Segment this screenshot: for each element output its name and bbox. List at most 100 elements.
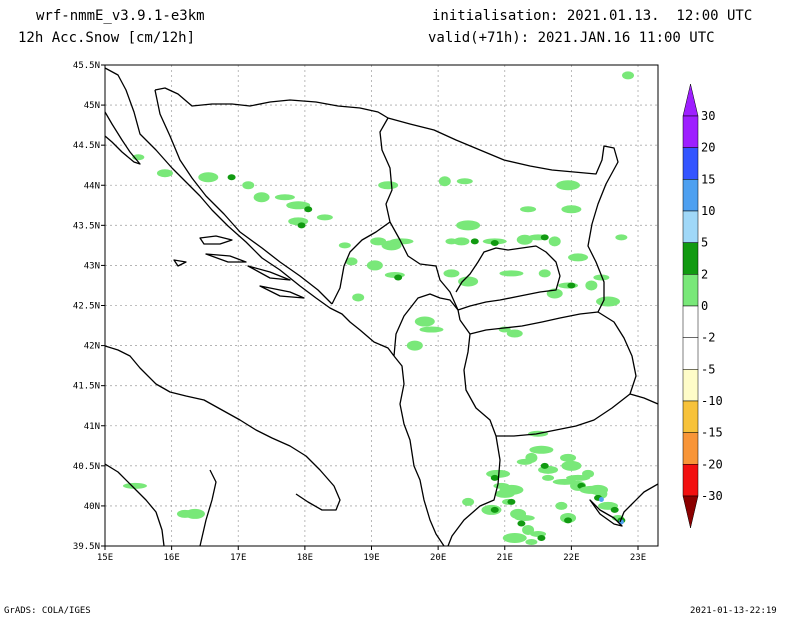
snow-patch-heavy <box>470 238 479 245</box>
lat-tick-label: 41N <box>84 422 100 432</box>
italy-coast-e <box>105 345 341 511</box>
croatia-coast <box>105 67 395 357</box>
field-name: 12h Acc.Snow [cm/12h] <box>18 30 196 46</box>
snow-patch-light <box>253 192 270 203</box>
snow-patch-light <box>156 169 173 178</box>
island-2 <box>173 259 187 267</box>
lon-tick-label: 19E <box>363 553 379 563</box>
lon-tick-label: 16E <box>163 553 179 563</box>
snow-patch-light <box>561 205 582 214</box>
snow-patch-light <box>338 242 351 249</box>
snow-patch-heavy <box>564 517 573 524</box>
colorbar-segment <box>682 337 699 370</box>
snow-patch-light <box>406 340 423 351</box>
lat-tick-label: 44.5N <box>73 141 100 151</box>
snow-patch-light <box>274 194 295 201</box>
lat-tick-label: 40.5N <box>73 462 100 472</box>
snow-patch-light <box>560 453 577 462</box>
colorbar-label: 2 <box>701 267 708 281</box>
island-4 <box>247 265 291 281</box>
snow-patch-light <box>198 172 219 183</box>
snow-patch-light <box>596 296 621 307</box>
coastlines-borders <box>105 67 658 546</box>
snow-patch-light <box>286 201 311 210</box>
snow-patch-very-heavy <box>598 497 604 503</box>
snow-patch-light <box>458 276 479 287</box>
serbia-bulgaria <box>387 117 619 313</box>
valid-time: valid(+71h): 2021.JAN.16 11:00 UTC <box>428 30 715 46</box>
snow-patch-light <box>622 71 635 80</box>
istria <box>105 111 141 165</box>
snow-patch-heavy <box>507 498 516 505</box>
island-5 <box>259 285 305 299</box>
snow-patch-light <box>561 460 582 471</box>
colorbar-label: -15 <box>701 426 723 440</box>
colorbar-label: 20 <box>701 141 715 155</box>
colorbar-segment <box>682 305 699 338</box>
footer-left: GrADS: COLA/IGES <box>4 606 91 616</box>
colorbar-label: 30 <box>701 109 715 123</box>
snow-patch-light <box>568 253 589 262</box>
snow-patch-light <box>414 316 435 327</box>
snow-patch-light <box>538 269 551 278</box>
lat-tick-label: 42.5N <box>73 302 100 312</box>
snow-patch-light <box>456 220 481 231</box>
colorbar-label: 10 <box>701 204 715 218</box>
snow-patch-light <box>502 532 527 543</box>
snow-patch-light <box>525 538 538 545</box>
footer-right: 2021-01-13-22:19 <box>690 606 777 616</box>
colorbar-segment <box>682 242 699 275</box>
snow-patch-heavy <box>394 274 403 281</box>
lon-tick-label: 18E <box>297 553 313 563</box>
colorbar-segment <box>682 115 699 148</box>
snow-patch-light <box>506 329 523 338</box>
snow-patch-light <box>514 514 535 521</box>
lat-tick-label: 43.5N <box>73 221 100 231</box>
colorbar-label: -10 <box>701 394 723 408</box>
lat-tick-label: 45N <box>84 101 100 111</box>
colorbar-bottom-arrow <box>682 495 699 529</box>
lon-tick-label: 23E <box>630 553 646 563</box>
colorbar-segment <box>682 432 699 465</box>
albania-montenegro <box>393 293 459 357</box>
gulf-coast <box>589 499 623 527</box>
colorbar-label: 5 <box>701 236 708 250</box>
greece-coast <box>619 483 658 523</box>
colorbar-label: 15 <box>701 172 715 186</box>
snow-patch-light <box>499 484 524 495</box>
snow-patch-light <box>552 478 577 485</box>
snow-patch-light <box>366 260 383 271</box>
albania-coast <box>393 355 445 546</box>
snow-patch-light <box>585 280 598 291</box>
snow-patch-heavy <box>540 462 549 469</box>
axis-tick-labels: 15E 16E 17E 18E 19E 20E 21E 22E 23E 39.5N 40N 40.5N… <box>73 61 646 563</box>
snow-patch-heavy <box>567 282 576 289</box>
colorbar-label: 0 <box>701 299 708 313</box>
lat-tick-label: 43N <box>84 261 100 271</box>
snow-patch-light <box>529 445 554 454</box>
colorbar-segment <box>682 369 699 402</box>
lon-tick-label: 20E <box>430 553 446 563</box>
colorbar-segment <box>682 400 699 433</box>
lat-tick-label: 42N <box>84 342 100 352</box>
snow-patch-light <box>122 482 147 489</box>
model-name: wrf-nmmE_v3.9.1-e3km <box>36 8 205 24</box>
snow-patch-light <box>548 236 561 247</box>
snow-patch-light <box>499 270 524 277</box>
snow-patch-light <box>593 274 610 281</box>
snow-patch-heavy <box>490 239 499 246</box>
snow-patch-light <box>453 237 470 246</box>
snow-patch-heavy <box>490 506 499 513</box>
snow-patch-light <box>316 214 333 221</box>
snow-patch-light <box>378 181 399 190</box>
snow-patch-light <box>588 484 609 495</box>
italy-gulf <box>199 469 217 546</box>
snow-patch-heavy <box>537 534 546 541</box>
grid-lines <box>104 64 658 547</box>
colorbar-segment <box>682 179 699 212</box>
snow-patch-light <box>516 458 533 465</box>
init-time: initialisation: 2021.01.13. 12:00 UTC <box>432 8 753 24</box>
colorbar-label: -2 <box>701 331 715 345</box>
island-1 <box>199 235 233 245</box>
